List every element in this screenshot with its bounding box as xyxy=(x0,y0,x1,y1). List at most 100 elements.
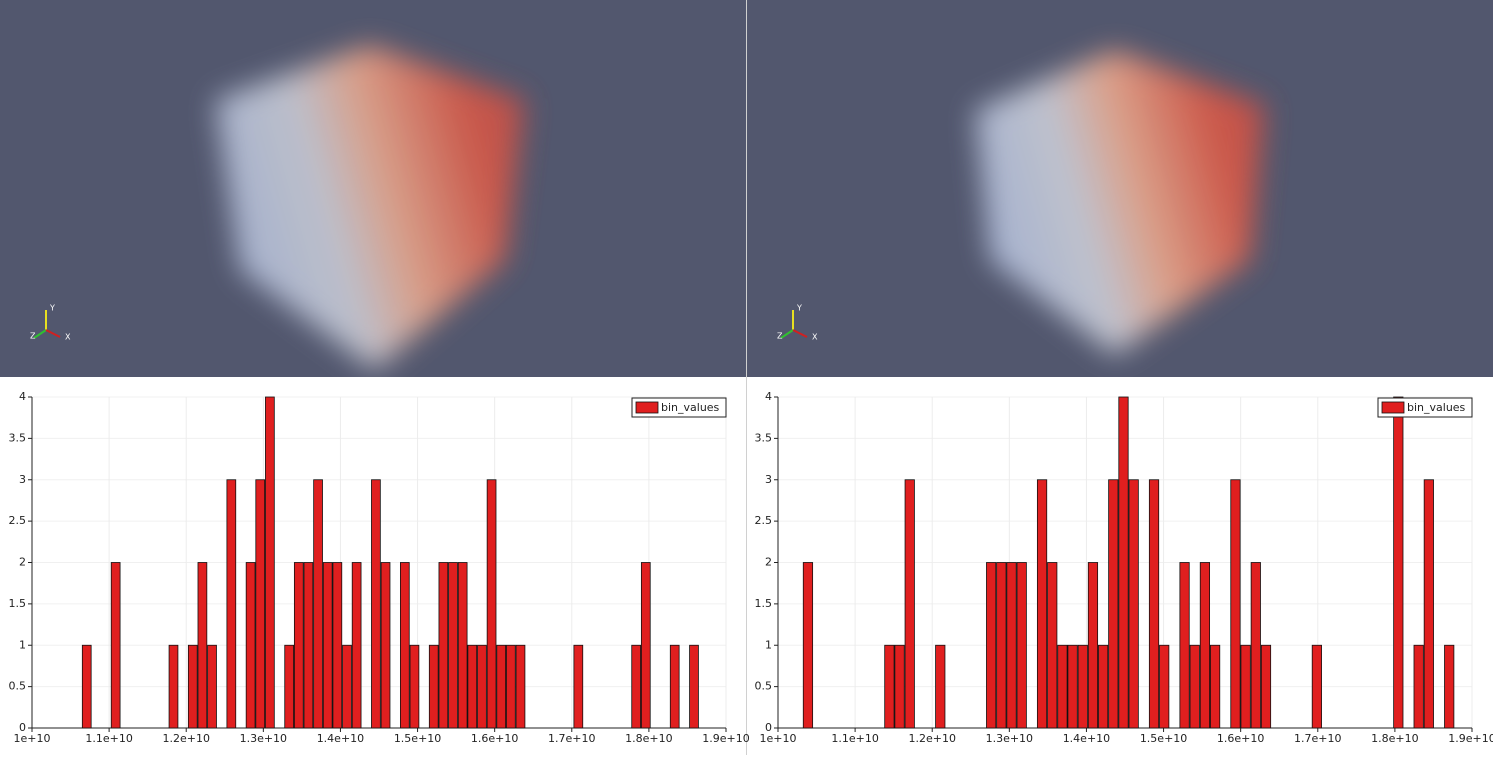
legend-label: bin_values xyxy=(1407,401,1466,414)
x-tick-label: 1.5e+10 xyxy=(394,732,441,745)
x-tick-label: 1.9e+10 xyxy=(702,732,749,745)
bar xyxy=(409,644,420,729)
axis-label: Z xyxy=(30,332,36,341)
bar xyxy=(1118,396,1129,729)
bar xyxy=(322,562,333,729)
axis-label: X xyxy=(65,333,71,342)
x-tick-label: 1.4e+10 xyxy=(317,732,364,745)
legend-label: bin_values xyxy=(661,401,720,414)
bar xyxy=(81,644,92,729)
bar xyxy=(438,562,449,729)
bar xyxy=(1087,562,1099,729)
y-tick-label: 0.5 xyxy=(755,680,773,693)
y-tick-label: 1.5 xyxy=(9,597,27,610)
bar xyxy=(1148,479,1160,729)
x-tick-label: 1.9e+10 xyxy=(1448,732,1493,745)
bar xyxy=(1006,562,1017,729)
bar xyxy=(265,396,275,729)
x-tick-label: 1.1e+10 xyxy=(831,732,878,745)
y-tick-label: 2.5 xyxy=(9,514,27,527)
y-tick-label: 1.5 xyxy=(755,597,773,610)
bar xyxy=(1077,644,1088,729)
bar xyxy=(1240,644,1251,729)
bar xyxy=(168,644,179,729)
x-tick-label: 1.6e+10 xyxy=(1217,732,1264,745)
bar xyxy=(226,479,237,729)
bar xyxy=(496,644,507,729)
bar xyxy=(996,562,1007,729)
bar xyxy=(110,562,121,729)
bar xyxy=(303,562,314,729)
bar xyxy=(1413,644,1424,729)
volume-render xyxy=(215,45,525,370)
y-tick-label: 3.5 xyxy=(9,431,27,444)
bar xyxy=(904,479,915,729)
bar xyxy=(894,644,905,729)
x-tick-label: 1.1e+10 xyxy=(85,732,132,745)
bar xyxy=(1057,644,1068,729)
axis-x xyxy=(792,329,808,338)
x-tick-label: 1.4e+10 xyxy=(1063,732,1110,745)
bar xyxy=(332,562,343,729)
y-tick-label: 4 xyxy=(765,390,772,403)
bar xyxy=(187,644,198,729)
y-tick-label: 4 xyxy=(19,390,26,403)
bar xyxy=(1230,479,1241,729)
bar xyxy=(1423,479,1434,729)
y-tick-label: 2.5 xyxy=(755,514,773,527)
legend-swatch xyxy=(1381,401,1405,414)
bar xyxy=(380,562,391,729)
y-tick-label: 2 xyxy=(19,556,26,569)
x-tick-label: 1e+10 xyxy=(760,732,797,745)
y-tick-label: 2 xyxy=(765,556,772,569)
y-tick-label: 1 xyxy=(765,638,772,651)
bar xyxy=(1016,562,1027,729)
axis-label: Y xyxy=(796,304,802,313)
bar xyxy=(515,644,526,729)
bar xyxy=(669,644,680,729)
bar xyxy=(573,644,584,729)
bar xyxy=(1098,644,1109,729)
y-tick-label: 3.5 xyxy=(755,431,773,444)
bar xyxy=(207,644,217,729)
axis-z xyxy=(33,329,47,339)
bar xyxy=(428,644,439,729)
bar xyxy=(457,562,468,729)
x-tick-label: 1.2e+10 xyxy=(162,732,209,745)
bar xyxy=(313,479,323,729)
bar xyxy=(1189,644,1200,729)
x-tick-label: 1.3e+10 xyxy=(986,732,1033,745)
x-tick-label: 1.8e+10 xyxy=(625,732,672,745)
bar xyxy=(448,562,458,729)
bar xyxy=(399,562,410,729)
axis-label: Y xyxy=(49,304,55,313)
volume-render xyxy=(975,50,1265,355)
x-tick-label: 1.8e+10 xyxy=(1371,732,1418,745)
y-tick-label: 0 xyxy=(19,721,26,734)
bar xyxy=(467,644,478,729)
bar xyxy=(1311,644,1322,729)
x-tick-label: 1.2e+10 xyxy=(908,732,955,745)
axis-z xyxy=(780,329,794,339)
bar xyxy=(351,562,362,729)
bar xyxy=(506,644,516,729)
axis-x xyxy=(45,329,61,338)
bar xyxy=(1067,644,1078,729)
y-tick-label: 0.5 xyxy=(9,680,27,693)
x-tick-label: 1.7e+10 xyxy=(1294,732,1341,745)
bar xyxy=(802,562,814,729)
y-tick-label: 0 xyxy=(765,721,772,734)
y-tick-label: 3 xyxy=(19,473,26,486)
x-tick-label: 1.7e+10 xyxy=(548,732,595,745)
bar xyxy=(884,644,895,729)
bar xyxy=(1128,479,1139,729)
axis-label: Z xyxy=(777,332,783,341)
bar xyxy=(486,479,497,729)
bar xyxy=(986,562,997,729)
axis-label: X xyxy=(812,333,818,342)
bar xyxy=(284,644,294,729)
x-tick-label: 1.5e+10 xyxy=(1140,732,1187,745)
y-tick-label: 1 xyxy=(19,638,26,651)
bar xyxy=(1210,644,1221,729)
